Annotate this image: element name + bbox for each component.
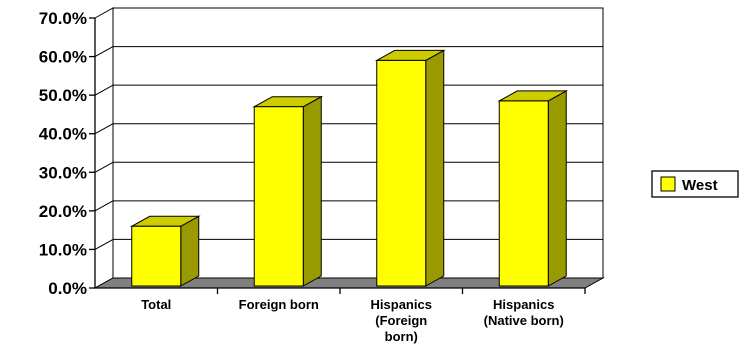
y-tick-label: 60.0% — [39, 48, 87, 67]
gridline-side — [94, 200, 114, 212]
x-tick-label: Hispanics (Foreign born) — [371, 297, 432, 344]
bar-side — [302, 95, 322, 287]
x-tick-line: Foreign born — [239, 297, 319, 312]
x-tick-line: born) — [385, 329, 418, 344]
y-axis: 0.0% 10.0% 20.0% 30.0% 40.0% 50.0% 60.0% 70.0% — [39, 9, 95, 298]
y-tick-label: 20.0% — [39, 202, 87, 221]
legend-swatch-west — [660, 176, 676, 192]
gridline-side — [94, 84, 114, 96]
bar-front — [498, 100, 549, 287]
legend-label-west: West — [682, 177, 718, 194]
x-tick-line: Hispanics — [371, 297, 432, 312]
bar-front — [131, 225, 182, 287]
gridline-side — [94, 123, 114, 135]
y-tick-label: 40.0% — [39, 125, 87, 144]
bar — [252, 95, 324, 287]
gridline-side — [94, 238, 114, 250]
x-tick-line: Total — [141, 297, 171, 312]
side-wall — [94, 7, 114, 289]
bar-side — [180, 215, 200, 287]
x-tick-line: (Foreign — [375, 313, 427, 328]
y-tick-label: 30.0% — [39, 163, 87, 182]
legend: West — [651, 170, 739, 198]
bar — [497, 90, 569, 287]
bar — [374, 49, 446, 287]
bar — [129, 215, 201, 287]
bar-series-west — [129, 49, 569, 287]
y-tick-label: 0.0% — [48, 279, 87, 298]
x-tick-label: Total — [141, 297, 171, 312]
bar-front — [253, 106, 304, 287]
x-tick-line: Hispanics — [493, 297, 554, 312]
x-tick-line: (Native born) — [484, 313, 564, 328]
x-tick-label: Hispanics (Native born) — [484, 297, 564, 328]
x-tick-label: Foreign born — [239, 297, 319, 312]
bar-side — [547, 90, 567, 287]
x-axis: Total Foreign born Hispanics (Foreign born)H… — [141, 288, 586, 344]
gridline-side — [94, 161, 114, 173]
bar-front — [376, 59, 427, 287]
bar-side — [425, 49, 445, 287]
gridline-side — [94, 46, 114, 58]
y-tick-label: 10.0% — [39, 240, 87, 259]
y-tick-label: 50.0% — [39, 86, 87, 105]
y-tick-label: 70.0% — [39, 9, 87, 28]
